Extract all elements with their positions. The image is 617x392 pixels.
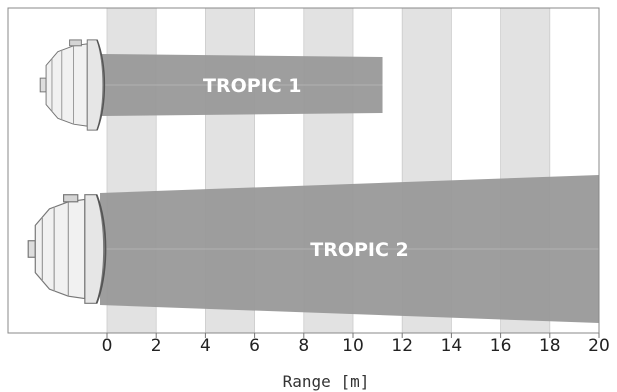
beams: TROPIC 1 TROPIC 2	[100, 54, 599, 323]
x-tick-label: 0	[102, 336, 113, 356]
tropic-2-heater-icon	[27, 194, 107, 304]
x-tick-label: 14	[441, 336, 463, 356]
x-axis-title: Range [m]	[283, 372, 370, 391]
series-label-2: TROPIC 2	[310, 239, 409, 261]
x-axis: 0 2 4 6 8 10 12 14 16 18 20	[102, 333, 610, 356]
series-label-1: TROPIC 1	[203, 75, 302, 97]
x-tick-label: 16	[490, 336, 512, 356]
x-tick-label: 12	[391, 336, 413, 356]
tropic-1-heater-icon	[39, 39, 106, 131]
x-tick-label: 6	[249, 336, 260, 356]
x-tick-label: 2	[151, 336, 162, 356]
x-tick-label: 8	[298, 336, 309, 356]
x-tick-label: 20	[588, 336, 610, 356]
x-tick-label: 4	[200, 336, 211, 356]
heater-icons	[27, 39, 107, 304]
x-tick-label: 10	[342, 336, 364, 356]
x-tick-label: 18	[539, 336, 561, 356]
